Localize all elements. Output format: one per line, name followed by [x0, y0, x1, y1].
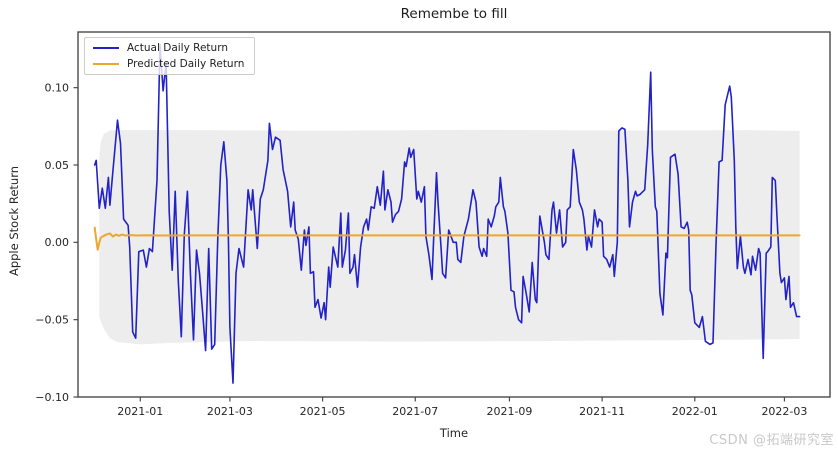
legend-label-actual: Actual Daily Return [127, 42, 228, 54]
y-tick-label: 0.05 [45, 159, 70, 172]
x-tick-label: 2022-01 [672, 405, 718, 418]
x-tick-label: 2021-03 [207, 405, 253, 418]
x-axis-label: Time [439, 426, 469, 440]
x-tick-label: 2021-11 [579, 405, 625, 418]
y-tick-label: −0.10 [35, 391, 69, 404]
watermark: CSDN @拓端研究室 [709, 433, 834, 448]
y-tick-label: −0.05 [35, 313, 69, 326]
y-tick-label: 0.10 [45, 81, 70, 94]
legend: Actual Daily Return Predicted Daily Retu… [84, 37, 256, 75]
x-tick-label: 2021-05 [300, 405, 346, 418]
legend-line-swatch-actual [93, 47, 119, 49]
legend-line-swatch-predicted [93, 63, 119, 65]
predicted-line [93, 226, 801, 251]
x-tick-label: 2021-07 [392, 405, 438, 418]
confidence-band [99, 129, 800, 345]
chart-title: Remembe to fill [400, 6, 508, 22]
x-tick-label: 2022-03 [761, 405, 807, 418]
y-tick-label: 0.00 [45, 236, 70, 249]
actual-line [93, 43, 801, 384]
legend-label-predicted: Predicted Daily Return [127, 58, 245, 70]
x-tick-label: 2021-09 [486, 405, 532, 418]
legend-item-predicted: Predicted Daily Return [93, 58, 244, 70]
x-tick-label: 2021-01 [117, 405, 163, 418]
legend-item-actual: Actual Daily Return [93, 42, 244, 54]
axes-border [77, 31, 831, 398]
y-axis-label: Apple Stock Return [7, 165, 21, 277]
